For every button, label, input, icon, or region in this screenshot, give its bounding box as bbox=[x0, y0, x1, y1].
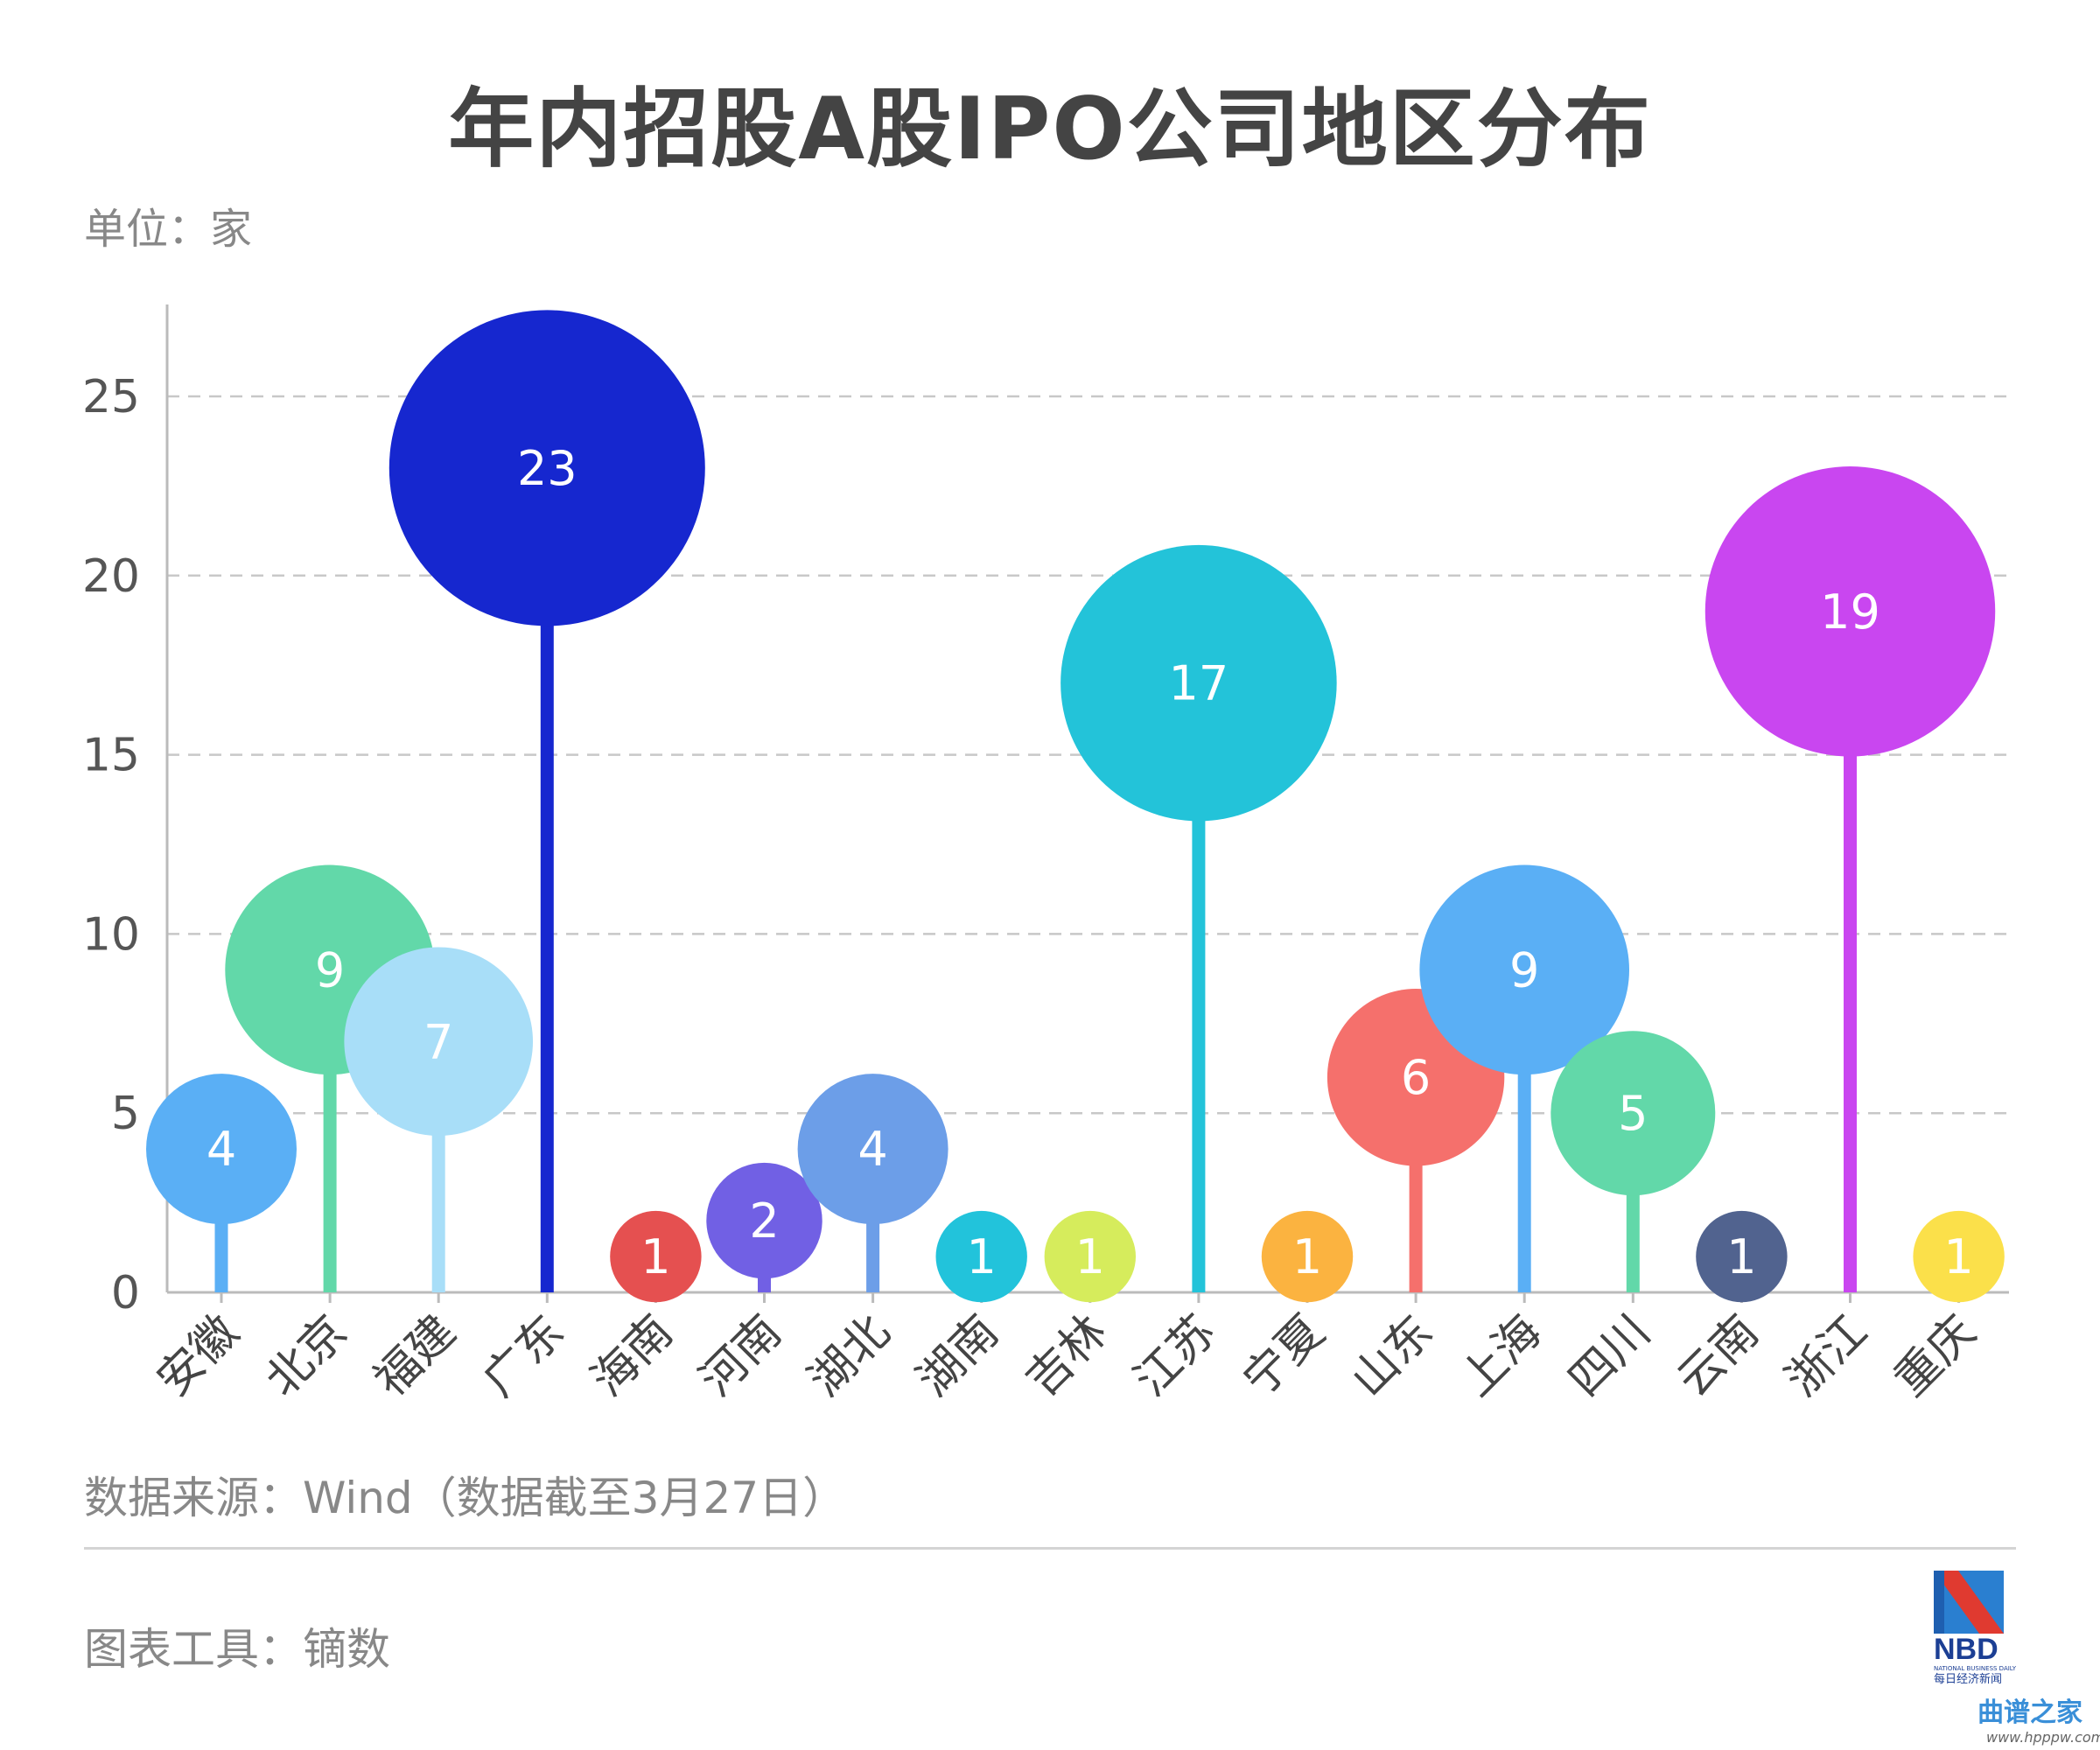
lollipop-bubble bbox=[1261, 1210, 1354, 1303]
y-tick-label: 15 bbox=[82, 730, 140, 782]
lollipop-bubble bbox=[797, 1074, 948, 1225]
x-tick-label: 浙江 bbox=[1776, 1306, 1878, 1407]
data-label: 19 bbox=[1820, 584, 1880, 640]
data-label: 7 bbox=[424, 1014, 453, 1069]
data-label: 2 bbox=[749, 1194, 779, 1249]
lollipop-stem bbox=[1844, 611, 1857, 1292]
data-source: 数据来源：Wind（数据截至3月27日） bbox=[84, 1473, 847, 1523]
chart-tool: 图表工具：镝数 bbox=[84, 1624, 390, 1675]
lollipop-bubble bbox=[1044, 1210, 1137, 1303]
data-label: 23 bbox=[517, 441, 578, 496]
x-tick-label: 安徽 bbox=[147, 1306, 248, 1407]
data-label: 1 bbox=[1292, 1229, 1322, 1284]
lollipop-bubble bbox=[1696, 1210, 1788, 1303]
lollipop-bubble bbox=[610, 1210, 702, 1303]
lollipop-bubble bbox=[146, 1074, 297, 1225]
lollipop-bubble bbox=[1419, 864, 1629, 1075]
y-tick-label: 20 bbox=[82, 550, 140, 603]
data-label: 1 bbox=[640, 1229, 670, 1284]
x-tick-label: 吉林 bbox=[1016, 1306, 1117, 1407]
x-tick-label: 山东 bbox=[1341, 1306, 1443, 1407]
nbd-logo-text: NBD bbox=[1934, 1633, 1998, 1666]
x-tick-label: 云南 bbox=[1668, 1306, 1769, 1407]
data-label: 5 bbox=[1618, 1086, 1648, 1141]
x-tick-label: 四川 bbox=[1559, 1306, 1661, 1407]
data-label: 4 bbox=[206, 1122, 236, 1177]
lollipop-stem bbox=[540, 467, 554, 1292]
data-label: 1 bbox=[967, 1229, 997, 1284]
chart-title: 年内招股A股IPO公司地区分布 bbox=[448, 80, 1652, 179]
y-tick-label: 25 bbox=[82, 371, 140, 424]
lollipop-stem bbox=[1192, 682, 1206, 1292]
data-label: 9 bbox=[1509, 942, 1539, 998]
y-tick-label: 5 bbox=[111, 1088, 140, 1140]
data-label: 1 bbox=[1075, 1229, 1105, 1284]
y-tick-label: 0 bbox=[111, 1267, 140, 1320]
lollipop-bubble bbox=[1913, 1210, 2005, 1303]
watermark-text: 曲谱之家 bbox=[1978, 1698, 2082, 1728]
x-tick-label: 重庆 bbox=[1885, 1306, 1986, 1407]
data-label: 4 bbox=[858, 1122, 887, 1177]
data-label: 6 bbox=[1401, 1050, 1431, 1105]
x-tick-label: 江苏 bbox=[1124, 1306, 1226, 1407]
x-tick-label: 海南 bbox=[582, 1306, 683, 1407]
lollipop-bubble bbox=[1060, 544, 1337, 822]
nbd-logo: NBD NATIONAL BUSINESS DAILY 每日经济新闻 bbox=[1934, 1571, 2030, 1687]
nbd-logo-mark-icon bbox=[1934, 1571, 2004, 1634]
nbd-logo-english: NATIONAL BUSINESS DAILY bbox=[1934, 1665, 2017, 1672]
data-label: 9 bbox=[315, 942, 345, 998]
x-tick-label: 河南 bbox=[690, 1306, 792, 1407]
lollipop-bubble bbox=[344, 947, 534, 1137]
chart-plot: 05101520254安徽9北京7福建23广东1海南2河南4湖北1湖南1吉林17… bbox=[82, 304, 2009, 1407]
lollipop-bubble bbox=[1550, 1031, 1716, 1196]
divider bbox=[84, 1547, 2016, 1550]
data-label: 1 bbox=[1726, 1229, 1756, 1284]
watermark-url: www.hpppw.com bbox=[1986, 1729, 2100, 1746]
lollipop-bubble bbox=[388, 310, 705, 626]
lollipop-bubble bbox=[1704, 466, 1996, 757]
x-tick-label: 湖南 bbox=[907, 1306, 1009, 1407]
y-tick-label: 10 bbox=[82, 908, 140, 961]
nbd-logo-chinese: 每日经济新闻 bbox=[1934, 1673, 2003, 1686]
x-tick-label: 湖北 bbox=[799, 1306, 900, 1407]
data-label: 17 bbox=[1169, 656, 1229, 711]
x-tick-label: 广东 bbox=[473, 1306, 575, 1407]
data-label: 1 bbox=[1943, 1229, 1973, 1284]
lollipop-bubble bbox=[706, 1162, 822, 1279]
watermark: 曲谱之家 www.hpppw.com bbox=[1942, 1698, 2100, 1746]
x-tick-label: 宁夏 bbox=[1233, 1306, 1334, 1407]
x-tick-label: 福建 bbox=[364, 1306, 466, 1407]
x-tick-label: 北京 bbox=[256, 1306, 357, 1407]
x-tick-label: 上海 bbox=[1450, 1306, 1551, 1407]
unit-label: 单位：家 bbox=[84, 205, 253, 254]
lollipop-bubble bbox=[935, 1210, 1027, 1303]
